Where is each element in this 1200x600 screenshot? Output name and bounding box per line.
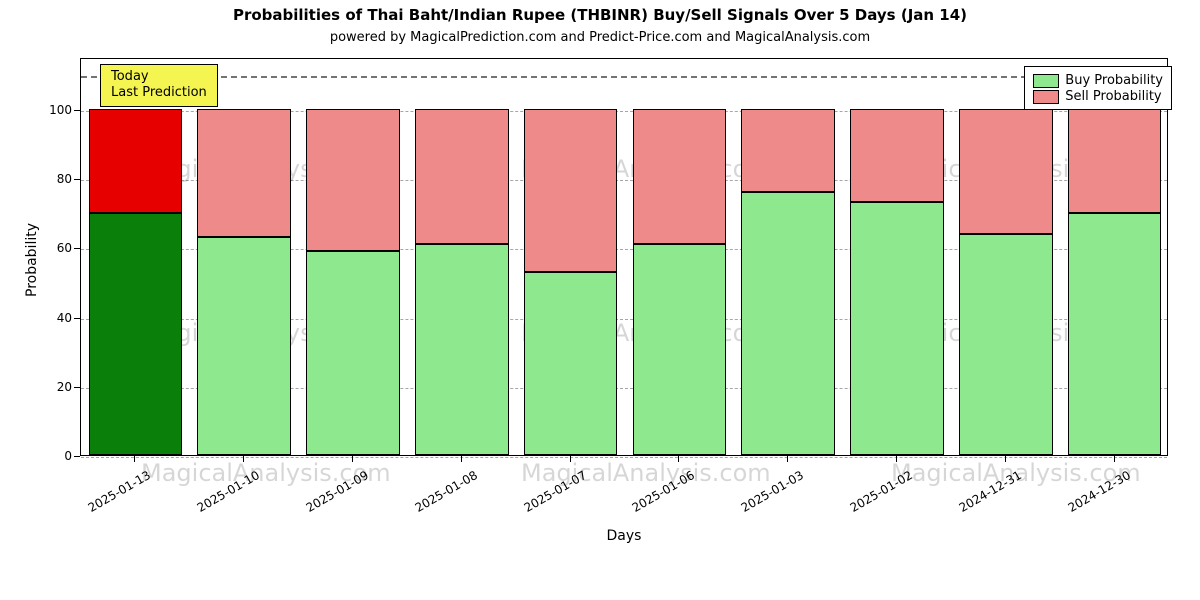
- bar-buy: [197, 237, 291, 455]
- bar-group: [524, 109, 618, 455]
- bar-buy: [959, 234, 1053, 455]
- x-tick-label: 2025-01-07: [504, 468, 589, 525]
- legend-swatch-sell: [1033, 90, 1059, 104]
- bar-sell: [306, 109, 400, 251]
- callout-line-2: Last Prediction: [111, 85, 207, 101]
- x-tick-mark: [1114, 456, 1115, 462]
- x-tick-mark: [570, 456, 571, 462]
- x-tick-mark: [461, 456, 462, 462]
- bar-group: [741, 109, 835, 455]
- bar-group: [959, 109, 1053, 455]
- bar-buy: [850, 202, 944, 455]
- x-tick-label: 2025-01-03: [721, 468, 806, 525]
- y-tick-label: 0: [40, 449, 72, 463]
- y-axis-label: Probability: [24, 223, 40, 297]
- x-tick-label: 2025-01-10: [177, 468, 262, 525]
- x-tick-label: 2025-01-13: [68, 468, 153, 525]
- bar-group: [1068, 109, 1162, 455]
- bar-sell: [633, 109, 727, 244]
- bar-sell: [1068, 109, 1162, 213]
- legend-item-sell: Sell Probability: [1033, 89, 1163, 104]
- legend: Buy Probability Sell Probability: [1024, 66, 1172, 110]
- y-tick-mark: [74, 318, 80, 319]
- bar-group: [415, 109, 509, 455]
- bar-buy: [524, 272, 618, 455]
- chart-title: Probabilities of Thai Baht/Indian Rupee …: [0, 6, 1200, 24]
- y-tick-mark: [74, 248, 80, 249]
- x-tick-mark: [243, 456, 244, 462]
- y-tick-mark: [74, 179, 80, 180]
- bar-buy: [89, 213, 183, 455]
- x-axis-label: Days: [80, 528, 1168, 544]
- bar-group: [89, 109, 183, 455]
- y-tick-label: 40: [40, 311, 72, 325]
- legend-item-buy: Buy Probability: [1033, 73, 1163, 88]
- bar-buy: [306, 251, 400, 455]
- bar-buy: [1068, 213, 1162, 455]
- x-tick-mark: [134, 456, 135, 462]
- bar-group: [306, 109, 400, 455]
- callout-line-1: Today: [111, 69, 207, 85]
- plot-area: MagicalAnalysis.comMagicalAnalysis.comMa…: [80, 58, 1168, 456]
- legend-swatch-buy: [1033, 74, 1059, 88]
- bar-sell: [197, 109, 291, 237]
- bar-group: [633, 109, 727, 455]
- bar-buy: [415, 244, 509, 455]
- threshold-line: [81, 76, 1167, 78]
- x-tick-mark: [896, 456, 897, 462]
- y-tick-label: 100: [40, 103, 72, 117]
- chart-subtitle: powered by MagicalPrediction.com and Pre…: [0, 30, 1200, 45]
- y-tick-label: 80: [40, 172, 72, 186]
- y-tick-label: 60: [40, 241, 72, 255]
- bar-group: [197, 109, 291, 455]
- x-tick-label: 2024-12-31: [939, 468, 1024, 525]
- x-tick-label: 2025-01-08: [395, 468, 480, 525]
- legend-label-buy: Buy Probability: [1065, 73, 1163, 88]
- y-tick-mark: [74, 110, 80, 111]
- x-tick-mark: [787, 456, 788, 462]
- x-tick-label: 2024-12-30: [1048, 468, 1133, 525]
- bar-sell: [741, 109, 835, 192]
- bar-sell: [89, 109, 183, 213]
- x-tick-label: 2025-01-02: [830, 468, 915, 525]
- figure: Probabilities of Thai Baht/Indian Rupee …: [0, 0, 1200, 600]
- x-tick-label: 2025-01-06: [612, 468, 697, 525]
- bar-sell: [850, 109, 944, 202]
- today-callout: Today Last Prediction: [100, 64, 218, 107]
- y-tick-mark: [74, 456, 80, 457]
- bar-buy: [633, 244, 727, 455]
- x-tick-mark: [1005, 456, 1006, 462]
- x-tick-mark: [352, 456, 353, 462]
- bar-sell: [415, 109, 509, 244]
- y-tick-label: 20: [40, 380, 72, 394]
- x-tick-mark: [678, 456, 679, 462]
- x-tick-label: 2025-01-09: [286, 468, 371, 525]
- bar-group: [850, 109, 944, 455]
- legend-label-sell: Sell Probability: [1065, 89, 1161, 104]
- bar-sell: [959, 109, 1053, 234]
- bar-sell: [524, 109, 618, 272]
- y-tick-mark: [74, 387, 80, 388]
- bar-buy: [741, 192, 835, 455]
